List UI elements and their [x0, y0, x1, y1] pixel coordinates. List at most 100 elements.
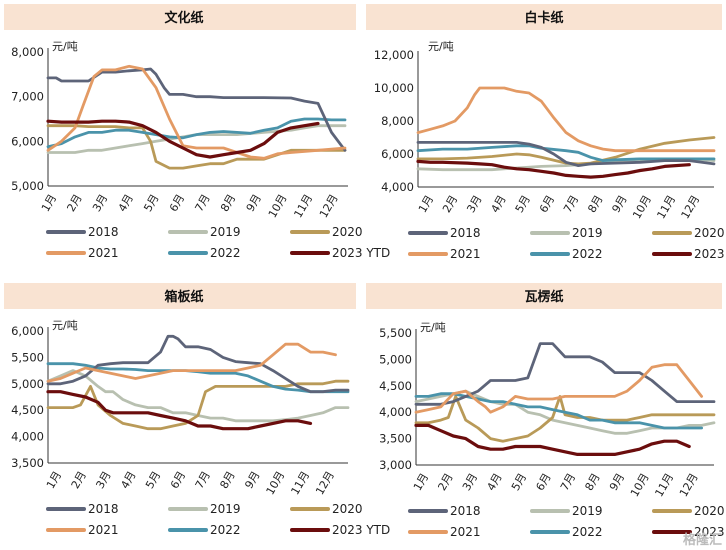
x-tick-label: 10月 — [630, 193, 654, 221]
legend-label: 2021 — [450, 525, 481, 539]
series-line — [416, 144, 716, 163]
x-tick-label: 10月 — [264, 469, 288, 497]
legend-label: 2018 — [450, 504, 481, 518]
x-tick-label: 8月 — [585, 193, 605, 215]
y-tick-label: 8,000 — [381, 114, 414, 128]
y-unit-label: 元/吨 — [428, 40, 454, 53]
x-tick-label: 9月 — [607, 471, 627, 493]
y-tick-label: 5,000 — [379, 352, 412, 366]
series-line — [414, 423, 691, 456]
chart-title-band — [366, 283, 722, 309]
chart-title-band — [4, 4, 356, 30]
legend-label: 2019 — [210, 225, 241, 239]
y-tick-label: 6,000 — [381, 147, 414, 161]
y-tick-label: 5,500 — [379, 326, 412, 340]
x-tick-label: 2月 — [69, 469, 89, 491]
y-tick-label: 4,500 — [11, 403, 44, 417]
series-line — [46, 119, 320, 159]
x-tick-label: 3月 — [464, 193, 484, 215]
x-tick-label: 2月 — [65, 192, 85, 214]
x-tick-label: 7月 — [193, 469, 213, 491]
watermark-text: 格隆汇 — [683, 532, 722, 548]
series-line — [416, 86, 716, 153]
legend-label: 2020 — [694, 226, 725, 240]
y-tick-label: 4,500 — [379, 379, 412, 393]
x-tick-label: 1月 — [411, 471, 431, 493]
legend-label: 2018 — [88, 225, 119, 239]
series-line — [416, 159, 691, 179]
legend-label: 2021 — [450, 247, 481, 261]
series-line — [46, 390, 313, 431]
chart-title: 白卡纸 — [524, 10, 563, 26]
series-line — [46, 117, 347, 149]
y-tick-label: 4,000 — [11, 430, 44, 444]
x-tick-label: 10月 — [628, 471, 652, 499]
y-tick-label: 10,000 — [374, 81, 414, 95]
x-tick-label: 12月 — [313, 469, 337, 497]
legend-label: 2023 YTD — [694, 525, 726, 539]
series-line — [414, 394, 716, 443]
x-tick-label: 6月 — [537, 193, 557, 215]
legend-label: 2023 YTD — [332, 523, 390, 537]
x-tick-label: 3月 — [94, 469, 114, 491]
x-tick-label: 2月 — [435, 471, 455, 493]
legend-label: 2020 — [694, 504, 725, 518]
x-tick-label: 4月 — [489, 193, 509, 215]
x-tick-label: 9月 — [242, 469, 262, 491]
legend-label: 2019 — [572, 504, 603, 518]
y-tick-label: 5,500 — [11, 350, 44, 364]
x-tick-label: 12月 — [677, 471, 701, 499]
x-tick-label: 1月 — [44, 469, 64, 491]
x-tick-label: 11月 — [654, 193, 678, 221]
y-tick-label: 6,000 — [11, 134, 44, 148]
series-line — [46, 67, 347, 152]
y-tick-label: 3,500 — [11, 456, 44, 470]
y-tick-label: 4,000 — [379, 405, 412, 419]
x-tick-label: 5月 — [141, 192, 161, 214]
legend-label: 2021 — [88, 246, 119, 260]
y-unit-label: 元/吨 — [420, 321, 446, 334]
x-tick-label: 5月 — [509, 471, 529, 493]
y-unit-label: 元/吨 — [52, 40, 78, 53]
legend-label: 2019 — [210, 502, 241, 516]
legend-label: 2022 — [210, 523, 241, 537]
series-line — [414, 363, 703, 414]
y-tick-label: 6,000 — [11, 324, 44, 338]
chart-title: 箱板纸 — [164, 289, 203, 305]
x-tick-label: 11月 — [288, 469, 312, 497]
x-tick-label: 11月 — [291, 192, 315, 220]
x-tick-label: 3月 — [90, 192, 110, 214]
x-tick-label: 2月 — [440, 193, 460, 215]
chart-title: 瓦楞纸 — [524, 289, 563, 305]
legend-label: 2022 — [572, 247, 603, 261]
y-tick-label: 12,000 — [374, 48, 414, 62]
legend-label: 2018 — [88, 502, 119, 516]
legend-label: 2020 — [332, 225, 363, 239]
y-tick-label: 3,500 — [379, 432, 412, 446]
series-line — [46, 369, 350, 423]
series-line — [46, 334, 350, 394]
x-tick-label: 8月 — [218, 469, 238, 491]
x-tick-label: 3月 — [460, 471, 480, 493]
x-tick-label: 7月 — [193, 192, 213, 214]
y-tick-label: 8,000 — [11, 45, 44, 59]
y-unit-label: 元/吨 — [52, 319, 78, 332]
x-tick-label: 8月 — [218, 192, 238, 214]
x-tick-label: 5月 — [513, 193, 533, 215]
legend-label: 2019 — [572, 226, 603, 240]
legend-label: 2021 — [88, 523, 119, 537]
x-tick-label: 5月 — [143, 469, 163, 491]
legend-label: 2023 YTD — [332, 246, 390, 260]
chart-title-band — [4, 283, 356, 309]
x-tick-label: 4月 — [118, 469, 138, 491]
x-tick-label: 6月 — [167, 192, 187, 214]
x-tick-label: 7月 — [558, 471, 578, 493]
legend-label: 2018 — [450, 226, 481, 240]
y-tick-label: 3,000 — [379, 458, 412, 472]
y-tick-label: 5,000 — [11, 377, 44, 391]
x-tick-label: 12月 — [317, 192, 341, 220]
